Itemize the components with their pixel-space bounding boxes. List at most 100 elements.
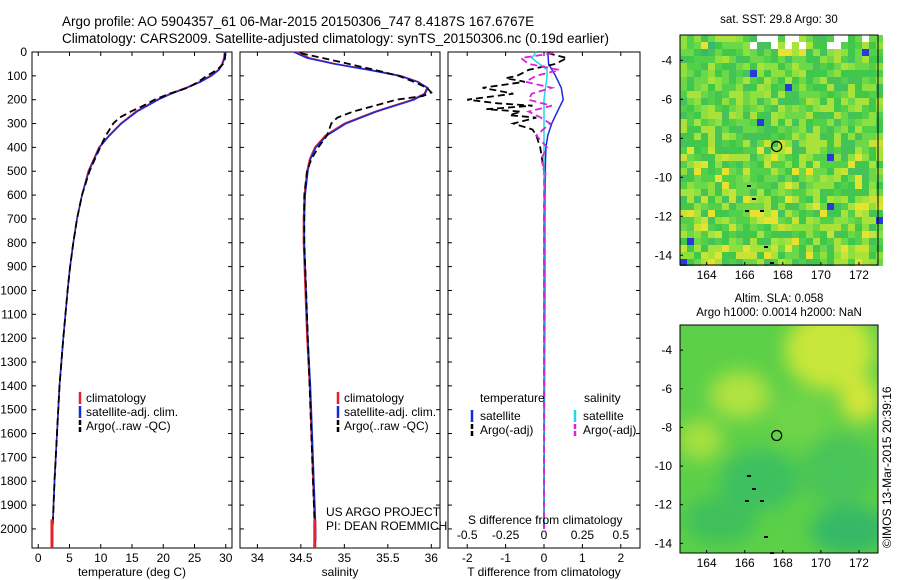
sst-cell bbox=[848, 133, 855, 140]
y-tick-label: 1300 bbox=[0, 355, 27, 369]
sst-cell bbox=[827, 203, 834, 210]
sst-cell bbox=[764, 63, 771, 70]
sst-cell bbox=[680, 119, 687, 126]
y-tick-label: -4 bbox=[661, 343, 672, 357]
sst-cell bbox=[813, 168, 820, 175]
sst-cell bbox=[729, 119, 736, 126]
sst-cell bbox=[680, 210, 687, 217]
x-tick-label: 168 bbox=[773, 268, 793, 282]
x-tick-label: 170 bbox=[811, 268, 831, 282]
sst-cell bbox=[778, 77, 785, 84]
sst-cell bbox=[715, 119, 722, 126]
island bbox=[764, 246, 768, 248]
sst-cell bbox=[701, 91, 708, 98]
sst-cell bbox=[729, 154, 736, 161]
x-axis-label: salinity bbox=[322, 565, 359, 579]
sst-cell bbox=[680, 182, 687, 189]
sst-cell bbox=[750, 126, 757, 133]
sst-cell bbox=[722, 42, 729, 49]
sst-cell bbox=[806, 161, 813, 168]
sst-cell bbox=[771, 252, 778, 259]
sla-blob bbox=[684, 496, 756, 544]
sst-cell bbox=[820, 210, 827, 217]
sst-cell bbox=[694, 196, 701, 203]
sst-cell bbox=[813, 196, 820, 203]
sst-cell bbox=[820, 147, 827, 154]
sst-cell bbox=[771, 49, 778, 56]
sst-cell bbox=[680, 56, 687, 63]
sst-cell bbox=[827, 161, 834, 168]
sst-cell bbox=[757, 119, 764, 126]
sst-cell bbox=[757, 98, 764, 105]
sst-cell bbox=[743, 252, 750, 259]
sst-cell bbox=[680, 126, 687, 133]
sst-cell bbox=[778, 154, 785, 161]
sst-cell bbox=[764, 224, 771, 231]
sst-cell bbox=[757, 189, 764, 196]
sla-blob bbox=[720, 450, 800, 510]
sst-cell bbox=[848, 252, 855, 259]
sst-cell bbox=[750, 105, 757, 112]
sst-cell bbox=[848, 182, 855, 189]
sst-cell bbox=[694, 56, 701, 63]
sst-cell bbox=[736, 189, 743, 196]
sst-cell bbox=[701, 224, 708, 231]
y-tick-label: 0 bbox=[20, 45, 27, 59]
y-tick-label: 900 bbox=[7, 260, 27, 274]
sst-cell bbox=[848, 175, 855, 182]
sst-cell bbox=[876, 119, 883, 126]
sst-cell bbox=[841, 217, 848, 224]
sst-cell bbox=[855, 217, 862, 224]
sst-cell bbox=[834, 98, 841, 105]
sst-cell bbox=[694, 210, 701, 217]
sst-cell bbox=[869, 35, 876, 42]
sst-cell bbox=[736, 196, 743, 203]
sst-cell bbox=[764, 126, 771, 133]
sst-cell bbox=[869, 105, 876, 112]
sst-cell bbox=[778, 231, 785, 238]
sst-cell bbox=[722, 210, 729, 217]
x-tick-label: 164 bbox=[697, 556, 717, 570]
sst-cell bbox=[722, 112, 729, 119]
sst-cell bbox=[729, 231, 736, 238]
sst-cell bbox=[820, 77, 827, 84]
sst-cell bbox=[680, 217, 687, 224]
sst-cell bbox=[785, 224, 792, 231]
sst-cell bbox=[869, 238, 876, 245]
sst-cell bbox=[862, 112, 869, 119]
sst-cell bbox=[876, 35, 883, 42]
sst-cell bbox=[680, 49, 687, 56]
sst-cell bbox=[687, 259, 694, 266]
sst-cell bbox=[736, 35, 743, 42]
sst-cell bbox=[743, 91, 750, 98]
sst-cell bbox=[743, 259, 750, 266]
sst-cell bbox=[701, 238, 708, 245]
sst-cell bbox=[736, 70, 743, 77]
sst-cell bbox=[743, 154, 750, 161]
sst-cell bbox=[855, 49, 862, 56]
sst-cell bbox=[743, 126, 750, 133]
sst-cell bbox=[862, 245, 869, 252]
sst-cell bbox=[687, 238, 694, 245]
sst-cell bbox=[792, 147, 799, 154]
sst-cell bbox=[694, 91, 701, 98]
sst-cell bbox=[757, 77, 764, 84]
sst-cell bbox=[722, 175, 729, 182]
sst-cell bbox=[806, 77, 813, 84]
sst-cell bbox=[778, 182, 785, 189]
sst-cell bbox=[848, 161, 855, 168]
sst-cell bbox=[680, 259, 687, 266]
sst-cell bbox=[771, 119, 778, 126]
sst-cell bbox=[813, 154, 820, 161]
sst-cell bbox=[750, 203, 757, 210]
sst-cell bbox=[743, 56, 750, 63]
sst-cell bbox=[708, 203, 715, 210]
sst-cell bbox=[876, 196, 883, 203]
sst-cell bbox=[743, 98, 750, 105]
sst-cell bbox=[680, 154, 687, 161]
sst-cell bbox=[778, 147, 785, 154]
sst-cell bbox=[806, 252, 813, 259]
sst-cell bbox=[792, 259, 799, 266]
sst-cell bbox=[869, 119, 876, 126]
sst-cell bbox=[820, 126, 827, 133]
